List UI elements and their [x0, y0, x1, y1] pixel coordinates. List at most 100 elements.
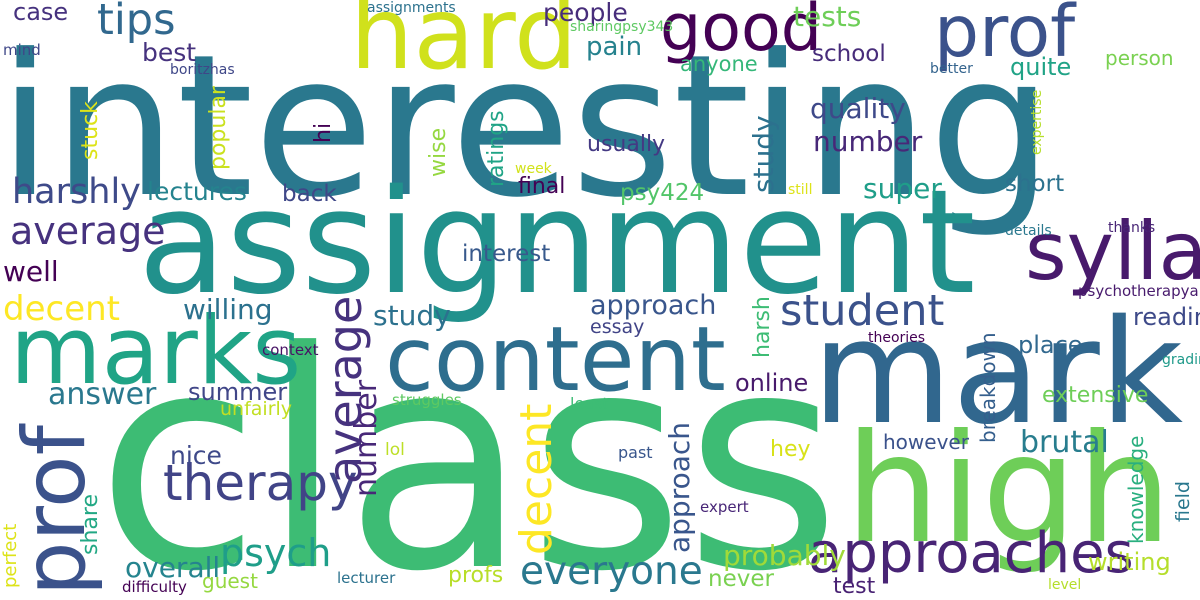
word-writing: study — [373, 299, 451, 332]
word-answer: super — [863, 172, 942, 205]
word-never: summer — [188, 378, 288, 406]
word-share: ratings — [484, 110, 509, 187]
word-willing: tests — [793, 0, 862, 33]
word-essay: short — [1005, 171, 1065, 197]
word-interesting: interesting — [0, 13, 1054, 241]
word-short: well — [3, 255, 59, 288]
word-psy424: school — [812, 41, 886, 67]
word-probably: willing — [183, 293, 273, 326]
word-mark: mark — [812, 288, 1184, 456]
word-nice: brutal — [1020, 425, 1109, 460]
word-case: probably — [723, 539, 846, 572]
word-theories: better — [930, 61, 973, 77]
word-knowledge: breakdown — [976, 332, 1000, 443]
word-psychotherapyanyone: assignments — [367, 0, 456, 16]
word-high: high — [845, 403, 1173, 577]
word-number: decent — [3, 289, 120, 329]
word-thanks: sharingpsy343 — [570, 19, 674, 35]
word-expertise: field — [1172, 481, 1194, 522]
word-harshly: student — [780, 286, 945, 336]
word-wise: popular — [206, 86, 231, 170]
word-profs: online — [735, 369, 809, 397]
word-easier: psychotherapyanyone — [1078, 282, 1200, 300]
word-boritz: thanks — [1108, 220, 1156, 236]
word-brutal: number — [813, 125, 923, 158]
word-lol: however — [883, 430, 969, 454]
word-super: average — [10, 209, 166, 253]
word-boritzhas: least — [570, 394, 609, 413]
word-sides: theories — [868, 330, 926, 346]
word-people: writing — [1088, 548, 1171, 576]
word-expert: hey — [770, 437, 811, 462]
word-guest: unfairly — [220, 398, 293, 420]
word-approaches: tips — [97, 0, 176, 45]
word-advice: details — [1005, 223, 1052, 239]
word-student: everyone — [520, 549, 703, 594]
word-good: syllabus — [1025, 205, 1200, 298]
word-lectures: anyone — [680, 52, 758, 76]
word-readings: approach — [590, 290, 717, 321]
word-assignment: assignment — [138, 158, 976, 326]
word-hey: interest — [462, 241, 551, 267]
word-everyone: psych — [220, 531, 332, 575]
word-syllabus: prof — [934, 0, 1076, 73]
word-interest: back — [282, 181, 337, 207]
word-test: extensive — [1042, 383, 1149, 408]
word-better: context — [262, 341, 319, 359]
word-person: people — [543, 0, 628, 27]
word-marks: marks — [10, 297, 302, 406]
word-difficulty: lol — [385, 440, 405, 460]
word-past: profs — [448, 563, 504, 588]
word-breakdown: perfect — [0, 523, 21, 588]
word-still: difficulty — [122, 578, 187, 596]
word-study: study — [747, 115, 780, 193]
word-therapy: approaches — [808, 521, 1134, 586]
word-quality: number — [349, 379, 384, 497]
word-major: expertise — [1029, 89, 1045, 155]
word-overall: answer — [48, 377, 157, 412]
word-mind: past — [618, 443, 653, 462]
word-tests: harshly — [12, 172, 141, 212]
word-assignments: lecturer — [337, 569, 396, 587]
word-level: week — [515, 161, 552, 177]
word-final: quite — [1010, 53, 1072, 81]
word-tips: good — [660, 0, 823, 66]
word-content: content — [385, 307, 726, 411]
word-place: quality — [810, 92, 906, 125]
word-anyone: pain — [586, 32, 643, 62]
word-psych: therapy — [163, 454, 358, 512]
word-extensive: usually — [587, 132, 666, 157]
word-sharingpsy343: struggles — [392, 391, 462, 409]
word-popular: stuck — [78, 101, 103, 160]
word-harsh: level — [1048, 577, 1082, 593]
word-quite: best — [142, 38, 197, 67]
word-pain: readings — [1133, 303, 1200, 331]
word-field: knowledge — [1124, 435, 1148, 544]
word-context: expert — [700, 498, 749, 516]
word-online: psy424 — [620, 180, 705, 206]
word-lecturer: test — [833, 574, 876, 599]
word-unfairly: lectures — [147, 177, 247, 206]
word-however: essay — [590, 316, 645, 338]
word-grading: still — [788, 182, 813, 198]
word-summer: final — [518, 174, 566, 199]
word-well: overall — [125, 551, 221, 584]
word-back: case — [13, 0, 69, 26]
word-hi: harsh — [750, 296, 775, 358]
word-perfect: share — [78, 494, 103, 555]
word-school: nice — [170, 441, 222, 470]
word-ratings: wise — [426, 127, 451, 177]
word-stuck: hi — [311, 122, 336, 143]
word-week: mind — [3, 41, 41, 59]
word-decent: decent — [511, 403, 562, 555]
word-least: never — [708, 566, 774, 592]
word-hard: hard — [350, 0, 578, 92]
word-yes: grading — [1162, 352, 1200, 368]
word-details: boritzhas — [170, 62, 235, 78]
word-usually: person — [1105, 46, 1174, 70]
word-class: class — [96, 288, 841, 600]
word-best: place — [1018, 331, 1083, 359]
word-approach: approach — [663, 421, 696, 553]
word-struggles: guest — [202, 569, 258, 593]
